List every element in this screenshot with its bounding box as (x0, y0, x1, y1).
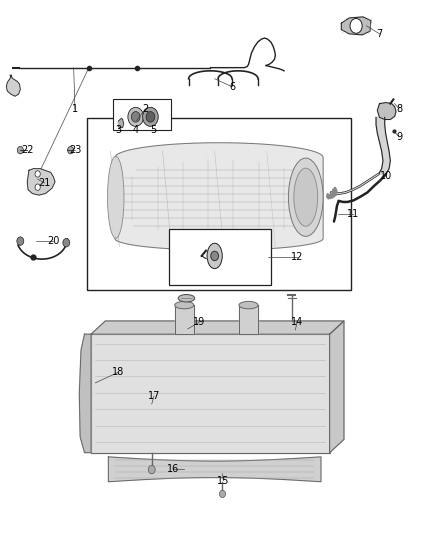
Polygon shape (330, 321, 344, 453)
Text: 22: 22 (21, 145, 33, 155)
Ellipse shape (175, 301, 194, 309)
Circle shape (128, 107, 144, 126)
Ellipse shape (211, 251, 219, 261)
Text: 2: 2 (142, 104, 148, 114)
Text: 20: 20 (47, 236, 60, 246)
Text: 19: 19 (193, 317, 205, 327)
Bar (87, 118, 351, 290)
Text: 1: 1 (72, 104, 78, 114)
Ellipse shape (207, 243, 222, 269)
Circle shape (63, 238, 70, 247)
Text: 7: 7 (376, 29, 383, 39)
Text: 5: 5 (150, 125, 156, 135)
Text: 18: 18 (112, 367, 124, 377)
Ellipse shape (178, 295, 195, 302)
Text: 11: 11 (347, 208, 360, 219)
Circle shape (148, 465, 155, 474)
Polygon shape (378, 102, 396, 119)
Polygon shape (108, 457, 321, 482)
Polygon shape (27, 168, 55, 195)
Text: 8: 8 (396, 104, 402, 114)
Circle shape (67, 147, 74, 154)
Circle shape (17, 147, 23, 154)
Circle shape (17, 237, 24, 245)
Bar (169, 230, 271, 285)
Text: 23: 23 (69, 145, 81, 155)
Text: 9: 9 (396, 132, 402, 142)
Text: 6: 6 (229, 82, 235, 92)
Polygon shape (91, 334, 330, 453)
Text: 21: 21 (39, 178, 51, 188)
Polygon shape (239, 305, 258, 334)
Polygon shape (118, 118, 124, 128)
Circle shape (143, 107, 158, 126)
Text: 10: 10 (380, 171, 392, 181)
Circle shape (35, 171, 40, 177)
Polygon shape (91, 321, 344, 334)
Polygon shape (341, 17, 371, 35)
Ellipse shape (107, 156, 124, 238)
Bar (113, 99, 171, 130)
Polygon shape (79, 334, 91, 453)
Polygon shape (376, 117, 390, 174)
Text: 4: 4 (133, 125, 139, 135)
Ellipse shape (239, 301, 258, 309)
Circle shape (146, 111, 155, 122)
Text: 14: 14 (291, 317, 303, 327)
Polygon shape (327, 187, 337, 199)
Text: 3: 3 (115, 125, 121, 135)
Circle shape (131, 111, 140, 122)
Text: 15: 15 (217, 475, 230, 486)
Text: 17: 17 (148, 391, 160, 401)
Ellipse shape (288, 158, 323, 236)
Circle shape (219, 490, 226, 498)
Circle shape (350, 19, 362, 33)
Polygon shape (7, 75, 20, 96)
Polygon shape (175, 305, 194, 334)
Circle shape (35, 184, 40, 190)
Ellipse shape (294, 168, 318, 227)
Text: 12: 12 (291, 252, 303, 262)
Text: 16: 16 (167, 464, 180, 473)
Polygon shape (115, 143, 323, 250)
